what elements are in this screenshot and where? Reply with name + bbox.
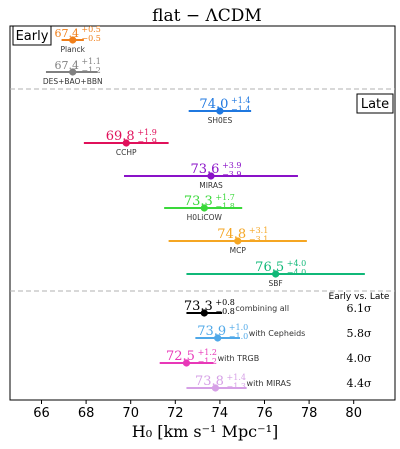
x-tick-label: 72	[167, 406, 184, 421]
data-point	[216, 107, 224, 115]
value-label: 74.8	[217, 227, 246, 242]
lower-error-label: −4.0	[287, 268, 306, 277]
measurement-label: SBF	[269, 279, 283, 288]
measurement-label: with Cepheids	[249, 329, 306, 338]
value-label: 69.8	[106, 129, 135, 144]
value-label: 72.5	[166, 349, 195, 364]
value-label: 74.0	[199, 97, 228, 112]
data-point	[182, 359, 191, 367]
data-point-group: 74.0 +1.4−1.4 SH0ES	[188, 96, 252, 125]
early-section-box	[12, 25, 52, 46]
measurement-label: combining all	[235, 304, 289, 313]
value-label: 76.5	[255, 260, 284, 275]
value-label: 67.4	[54, 59, 79, 72]
lower-error-label: −1.2	[81, 66, 100, 75]
data-point	[234, 237, 242, 245]
x-tick-label: 80	[345, 406, 362, 421]
x-tick-label: 76	[256, 406, 273, 421]
data-point	[200, 309, 208, 317]
data-point	[69, 68, 77, 76]
x-axis-label: H₀ [km s⁻¹ Mpc⁻¹]	[132, 422, 279, 441]
lower-error-label: −0.5	[81, 34, 100, 43]
tension-value: 4.0σ	[346, 352, 371, 365]
upper-error-label: +1.7	[215, 193, 234, 202]
measurement-label: with TRGB	[218, 354, 260, 363]
lower-error-label: −1.8	[215, 202, 234, 211]
value-label: 73.8	[195, 374, 224, 389]
data-point	[122, 139, 130, 147]
lower-error-label: −1.2	[198, 357, 217, 366]
lower-error-label: −1.4	[231, 105, 250, 114]
lower-error-label: −3.1	[249, 235, 268, 244]
x-tick-label: 74	[212, 406, 229, 421]
lower-error-label: −3.9	[222, 170, 241, 179]
value-label: 73.3	[184, 299, 213, 314]
value-label: 73.3	[184, 194, 213, 209]
early-section-label: Early	[16, 29, 49, 44]
measurement-label: MCP	[230, 246, 247, 255]
data-point	[69, 36, 77, 44]
data-point	[214, 334, 222, 342]
lower-error-label: −1.9	[137, 137, 156, 146]
upper-error-label: +4.0	[287, 259, 306, 268]
data-point-group: 67.4 +0.5−0.5 Planck	[54, 25, 100, 54]
upper-error-label: +3.1	[249, 226, 268, 235]
x-tick-label: 78	[301, 406, 318, 421]
late-section-label: Late	[361, 97, 389, 112]
measurement-label: Planck	[61, 45, 86, 54]
upper-error-label: +1.0	[229, 323, 248, 332]
x-tick-label: 66	[33, 406, 50, 421]
upper-error-label: +3.9	[222, 161, 241, 170]
upper-error-label: +1.1	[81, 57, 100, 66]
x-tick-label: 70	[122, 406, 139, 421]
data-point	[207, 172, 215, 180]
x-tick-label: 68	[78, 406, 95, 421]
data-point	[200, 204, 208, 212]
lower-error-label: −1.0	[229, 332, 248, 341]
value-label: 73.9	[197, 324, 226, 339]
measurement-label: with MIRAS	[247, 379, 292, 388]
plot-frame	[9, 25, 396, 401]
value-label: 67.4	[54, 27, 79, 40]
tension-value: 5.8σ	[346, 327, 371, 340]
chart-title: flat − ΛCDM	[152, 6, 262, 26]
measurement-label: H0LiCOW	[187, 213, 223, 222]
data-point-group: 72.5 +1.2−1.2 with TRGB 4.0σ	[159, 348, 372, 367]
upper-error-label: +1.2	[198, 348, 217, 357]
lower-error-label: −1.3	[227, 382, 246, 391]
tension-value: 4.4σ	[346, 377, 371, 390]
late-section-box	[356, 93, 394, 114]
measurement-label: SH0ES	[208, 116, 233, 125]
data-point	[272, 270, 280, 278]
tension-value: 6.1σ	[346, 302, 371, 315]
measurement-label: MIRAS	[199, 181, 223, 190]
data-point-group: 73.9 +1.0−1.0 with Cepheids 5.8σ	[195, 323, 372, 342]
data-point-group: 73.3 +0.8−0.8 combining all 6.1σ	[184, 298, 372, 317]
lower-error-label: −0.8	[215, 307, 234, 316]
combined-header: Early vs. Late	[329, 292, 390, 302]
data-point-group: 76.5 +4.0−4.0 SBF	[186, 259, 365, 288]
data-point-group: 73.8 +1.4−1.3 with MIRAS 4.4σ	[186, 373, 372, 392]
value-label: 73.6	[191, 162, 220, 177]
upper-error-label: +1.4	[231, 96, 250, 105]
data-point-group: 73.6 +3.9−3.9 MIRAS	[124, 161, 298, 190]
measurement-label: DES+BAO+BBN	[43, 77, 103, 86]
data-point	[211, 384, 220, 392]
upper-error-label: +0.8	[215, 298, 234, 307]
data-point-group: 73.3 +1.7−1.8 H0LiCOW	[164, 193, 243, 222]
data-point-group: 67.4 +1.1−1.2 DES+BAO+BBN	[43, 57, 103, 86]
upper-error-label: +1.4	[227, 373, 246, 382]
x-axis: 66 68 70 72 74 76 78 80	[33, 400, 362, 421]
upper-error-label: +0.5	[81, 25, 100, 34]
measurement-label: CCHP	[116, 148, 137, 157]
upper-error-label: +1.9	[137, 128, 156, 137]
